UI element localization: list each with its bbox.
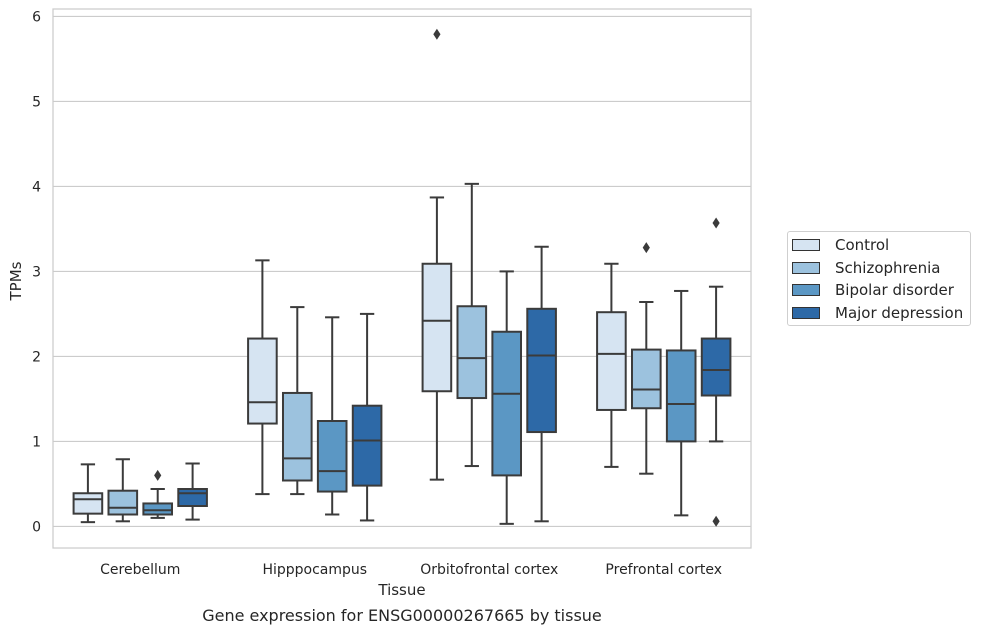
legend-swatch	[792, 239, 820, 251]
outlier-point	[433, 28, 441, 40]
x-tick-label: Hipppocampus	[262, 562, 367, 578]
x-tick-label: Orbitofrontal cortex	[420, 562, 558, 578]
y-tick-label: 1	[32, 434, 41, 450]
legend-label: Major depression	[835, 303, 964, 322]
box-iqr	[247, 337, 278, 425]
box-schizophrenia	[630, 242, 662, 475]
y-ticks: 0 1 2 3 4 5 6	[32, 9, 41, 535]
box-schizophrenia	[456, 182, 488, 468]
box-iqr	[142, 502, 174, 516]
box-iqr	[665, 349, 697, 443]
box-iqr	[630, 348, 662, 410]
outlier-point	[712, 515, 720, 527]
box-bipolar-disorder	[142, 469, 174, 519]
outlier-point	[642, 242, 650, 254]
legend-label: Bipolar disorder	[835, 281, 954, 299]
box-major-depression	[177, 462, 208, 521]
box-schizophrenia	[281, 306, 313, 496]
x-tick-label: Cerebellum	[100, 562, 180, 578]
chart-caption: Gene expression for ENSG00000267665 by t…	[202, 606, 602, 625]
legend-swatch	[792, 284, 820, 296]
y-tick-label: 6	[32, 9, 41, 25]
legend-item: Major depression	[792, 303, 963, 323]
box-control	[421, 28, 453, 481]
box-major-depression	[526, 245, 557, 523]
box-iqr	[700, 337, 732, 397]
y-tick-label: 0	[32, 519, 41, 535]
box-iqr	[281, 391, 313, 482]
box-control	[596, 262, 627, 468]
box-iqr	[177, 488, 208, 507]
box-bipolar-disorder	[316, 316, 348, 516]
box-iqr	[596, 311, 627, 411]
box-bipolar-disorder	[491, 270, 523, 525]
gridlines	[53, 15, 751, 527]
box-schizophrenia	[107, 458, 139, 523]
legend-swatch	[792, 261, 820, 274]
box-iqr	[421, 262, 453, 393]
plot-frame	[52, 8, 752, 549]
x-ticks: Cerebellum Hipppocampus Orbitofrontal cort…	[100, 562, 722, 578]
box-iqr	[107, 489, 139, 516]
y-tick-label: 2	[32, 349, 41, 365]
legend-item: Schizophrenia	[792, 258, 940, 278]
y-tick-label: 4	[32, 179, 41, 195]
legend-swatch	[792, 306, 820, 319]
box-major-depression	[351, 312, 383, 522]
y-tick-label: 3	[32, 264, 41, 280]
box-iqr	[351, 404, 383, 487]
legend-item: Control	[792, 235, 889, 255]
boxes-layer	[72, 28, 732, 527]
y-axis-label: TPMs	[7, 261, 25, 301]
box-iqr	[491, 330, 523, 477]
box-bipolar-disorder	[665, 289, 697, 517]
outlier-point	[154, 469, 162, 481]
box-control	[72, 463, 104, 524]
box-iqr	[526, 307, 557, 434]
x-tick-label: Prefrontal cortex	[605, 562, 722, 578]
legend-label: Schizophrenia	[835, 258, 941, 277]
box-iqr	[316, 420, 348, 493]
legend-label: Control	[835, 236, 890, 254]
legend: Control Schizophrenia Bipolar disorder Majo…	[787, 231, 971, 326]
legend-item: Bipolar disorder	[792, 280, 954, 300]
y-tick-label: 5	[32, 94, 41, 110]
x-axis-label: Tissue	[377, 581, 425, 599]
box-control	[247, 259, 278, 496]
box-iqr	[72, 492, 104, 515]
box-major-depression	[700, 217, 732, 527]
box-iqr	[456, 305, 488, 400]
outlier-point	[712, 217, 720, 229]
